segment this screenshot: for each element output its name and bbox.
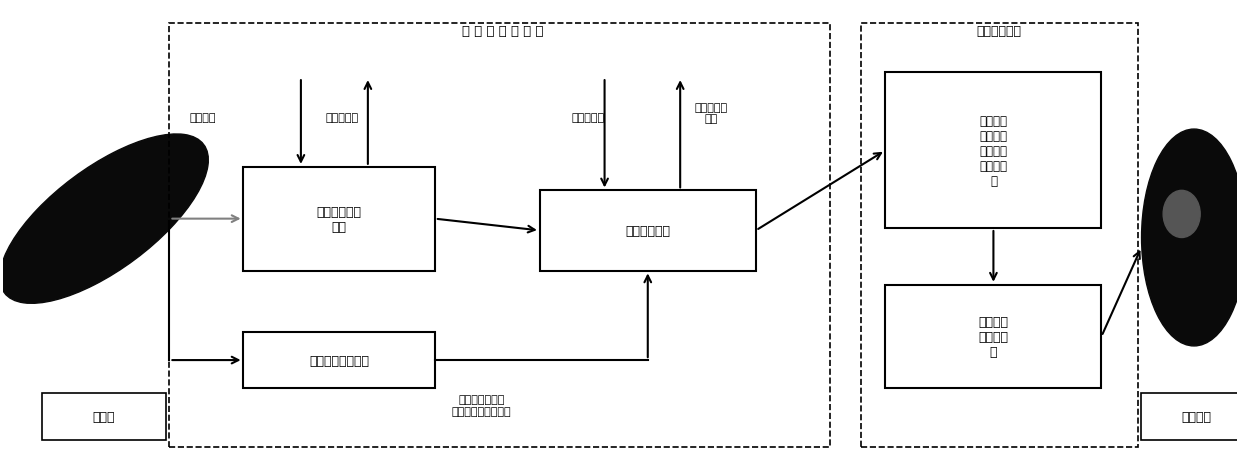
Bar [861,24,1138,447]
Text: 最终图像: 最终图像 [1182,410,1211,423]
Ellipse shape [1142,130,1240,346]
Text: 绘制电导
率变化图
像: 绘制电导 率变化图 像 [978,315,1008,358]
Text: 将体积分
数变化量
转化成电
导率变化
量: 将体积分 数变化量 转化成电 导率变化 量 [980,115,1007,188]
Ellipse shape [0,135,208,304]
Text: 体积分数变化和
边界电压变化的关系: 体积分数变化和 边界电压变化的关系 [451,394,512,416]
Bar [885,73,1101,228]
Text: 体积分数重
构值: 体积分数重 构值 [694,102,728,124]
Text: 计 算 机 控 制 模 块: 计 算 机 控 制 模 块 [463,25,543,38]
Text: 电压差数据: 电压差数据 [326,113,358,123]
Bar [243,332,435,388]
Text: 电流驱动: 电流驱动 [190,113,216,123]
Bar [170,24,830,447]
Bar [539,191,756,271]
Bar [42,393,166,440]
Bar [243,168,435,271]
Bar [885,285,1101,388]
Bar [1141,393,1240,440]
Ellipse shape [1163,191,1200,238]
Text: 图像输出模块: 图像输出模块 [976,25,1022,38]
Text: 电压差数据: 电压差数据 [572,113,604,123]
Text: 体积分数构造模块: 体积分数构造模块 [309,354,370,367]
Text: 多频数据采集
模块: 多频数据采集 模块 [316,205,362,233]
Text: 图像重构模块: 图像重构模块 [625,225,671,238]
Text: 待测体: 待测体 [93,410,115,423]
